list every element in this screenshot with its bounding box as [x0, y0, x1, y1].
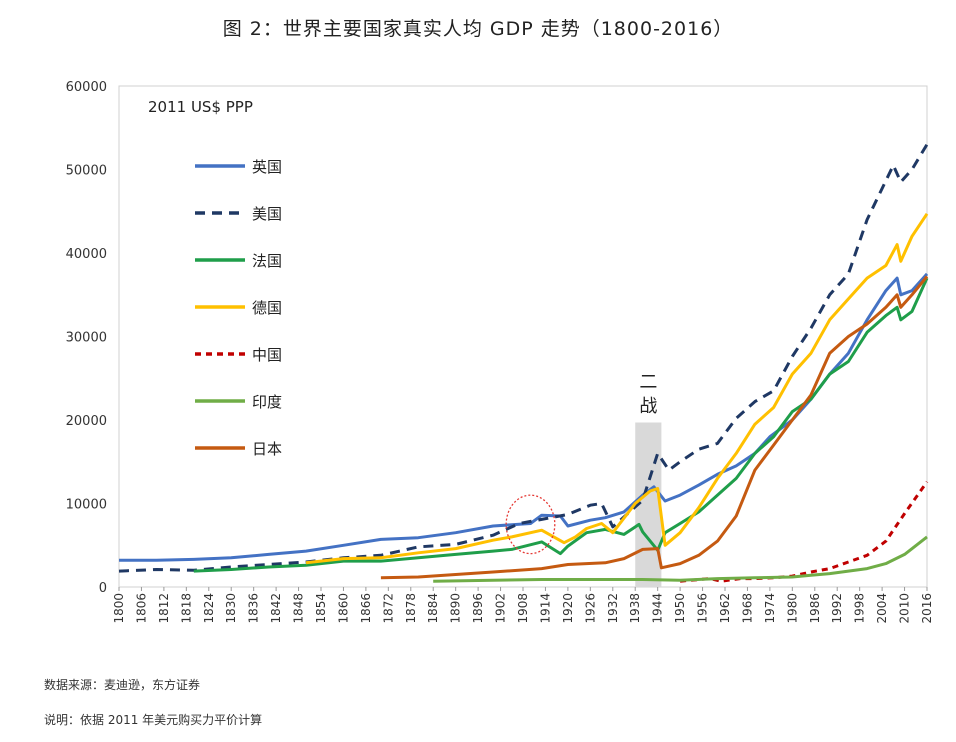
- x-tick-label: 1998: [853, 593, 867, 624]
- y-tick-label: 20000: [66, 414, 107, 429]
- y-tick-label: 0: [99, 581, 107, 596]
- x-tick-label: 1842: [269, 593, 283, 624]
- x-tick-label: 1944: [651, 593, 665, 624]
- y-tick-label: 40000: [66, 247, 107, 262]
- series-line: [118, 143, 929, 573]
- x-tick-label: 1980: [785, 593, 799, 624]
- x-tick-label: 1854: [314, 593, 328, 624]
- x-tick-label: 1848: [292, 593, 306, 624]
- x-tick-label: 1962: [718, 593, 732, 624]
- x-tick-label: 1968: [740, 593, 754, 624]
- legend-label: 日本: [252, 440, 282, 458]
- x-tick-label: 2010: [898, 593, 912, 624]
- x-tick-label: 1872: [381, 593, 395, 624]
- x-tick-label: 1902: [494, 593, 508, 624]
- y-tick-label: 10000: [66, 498, 107, 513]
- method-note: 说明：依据 2011 年美元购买力平价计算: [44, 713, 263, 727]
- x-tick-label: 1884: [426, 593, 440, 624]
- line-chart: 二战 0 10000 20000 30000 40000 50000 60000 1800 180…: [66, 80, 934, 624]
- series-line: [119, 272, 929, 562]
- chart-title: 图 2：世界主要国家真实人均 GDP 走势（1800-2016）: [222, 18, 734, 40]
- x-tick-label: 1956: [696, 593, 710, 624]
- x-tick-label: 1908: [516, 593, 530, 624]
- x-tick-label: 1932: [606, 593, 620, 624]
- series-line: [193, 277, 929, 573]
- unit-label: 2011 US$ PPP: [148, 98, 253, 116]
- y-tick-label: 60000: [66, 80, 107, 95]
- x-tick-label: 1986: [808, 593, 822, 624]
- x-tick-label: 1812: [157, 593, 171, 624]
- series-line: [433, 535, 928, 583]
- legend-label: 法国: [252, 252, 282, 270]
- y-tick-label: 30000: [66, 331, 107, 346]
- x-tick-label: 1920: [561, 593, 575, 624]
- x-tick-label: 2016: [920, 593, 934, 624]
- war-label: 二: [639, 372, 657, 393]
- x-tick-label: 1926: [583, 593, 597, 624]
- x-tick-label: 1914: [538, 593, 552, 624]
- war-label: 战: [639, 396, 657, 417]
- series-line: [305, 212, 929, 565]
- chart-container: 二战 0 10000 20000 30000 40000 50000 60000 1800 180…: [66, 80, 934, 624]
- x-tick-label: 1938: [628, 593, 642, 624]
- x-tick-label: 2004: [875, 593, 889, 624]
- highlight-circle: [505, 494, 556, 555]
- legend-label: 英国: [252, 158, 282, 176]
- x-tick-label: 1896: [471, 593, 485, 624]
- x-tick-label: 1824: [202, 593, 216, 624]
- x-tick-label: 1866: [359, 593, 373, 624]
- x-tick-label: 1890: [449, 593, 463, 624]
- series-line: [679, 480, 929, 583]
- legend-label: 德国: [252, 299, 282, 317]
- x-tick-label: 1830: [224, 593, 238, 624]
- x-tick-label: 1992: [830, 593, 844, 624]
- x-tick-label: 1974: [763, 593, 777, 624]
- x-tick-label: 1818: [179, 593, 193, 624]
- series-line: [380, 275, 929, 580]
- x-tick-label: 1878: [404, 593, 418, 624]
- legend-label: 印度: [252, 393, 282, 411]
- legend-label: 美国: [252, 205, 282, 223]
- x-tick-label: 1806: [134, 593, 148, 624]
- x-tick-label: 1950: [673, 593, 687, 624]
- x-tick-label: 1836: [247, 593, 261, 624]
- legend-label: 中国: [252, 346, 282, 364]
- data-source-note: 数据来源：麦迪逊，东方证券: [44, 678, 201, 692]
- x-tick-label: 1800: [112, 593, 126, 624]
- y-tick-label: 50000: [66, 164, 107, 179]
- x-tick-label: 1860: [336, 593, 350, 624]
